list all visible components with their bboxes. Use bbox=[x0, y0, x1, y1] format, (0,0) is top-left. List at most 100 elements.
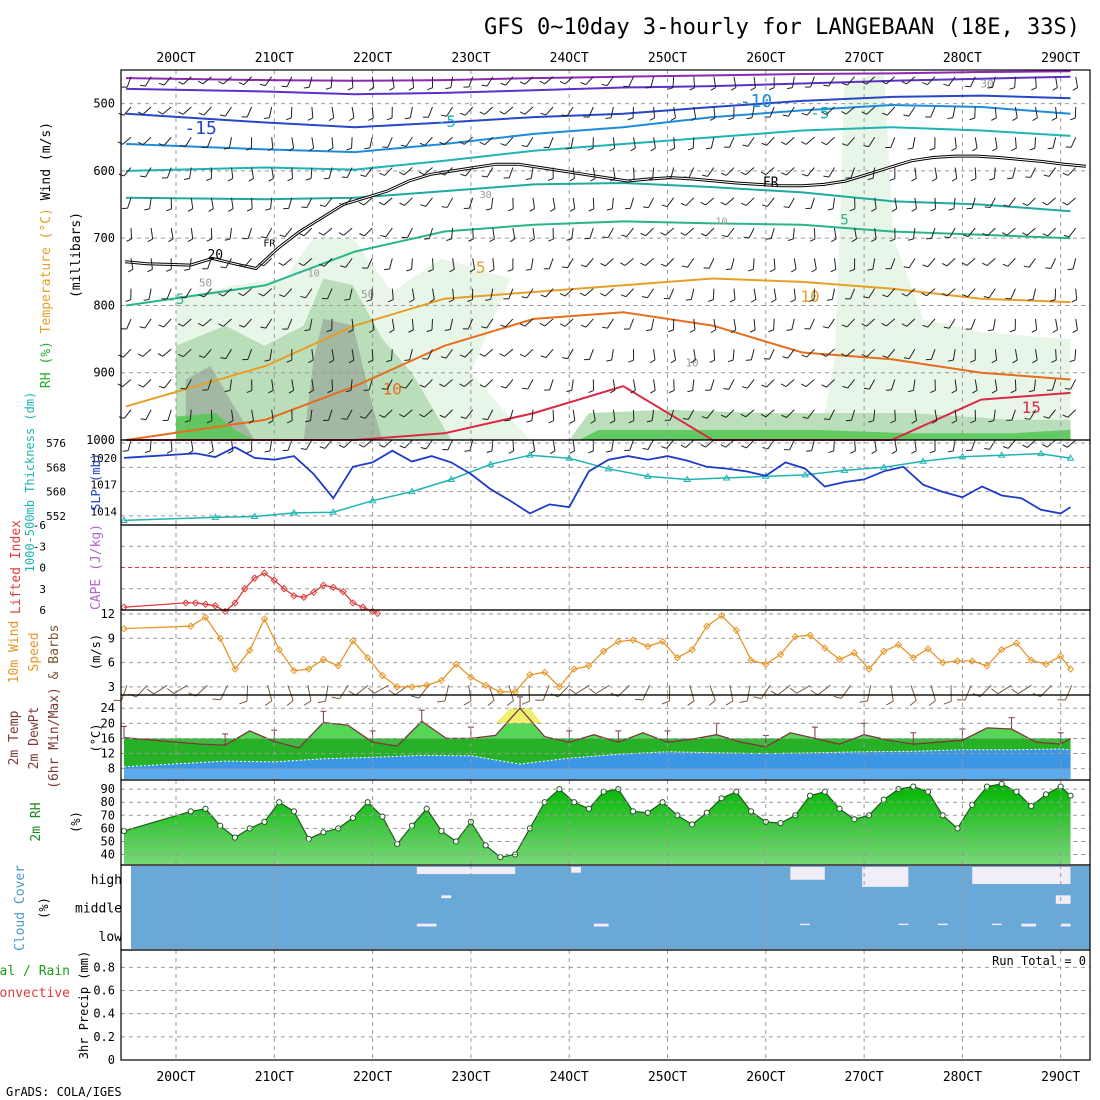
wind-speed-point bbox=[894, 641, 903, 649]
wind-barb bbox=[291, 379, 295, 391]
wind-barb-flag bbox=[341, 418, 347, 420]
wind-barb bbox=[688, 167, 695, 178]
wind-barb bbox=[564, 76, 574, 85]
wind-barb-flag bbox=[206, 178, 212, 181]
thickness-point bbox=[329, 508, 338, 515]
wind-barb-flag bbox=[304, 329, 310, 332]
wind-barb bbox=[894, 197, 898, 209]
wind-barb-flag bbox=[668, 389, 675, 394]
surface-wind-barb bbox=[287, 685, 294, 701]
thickness-point bbox=[525, 451, 534, 458]
isotherm-line bbox=[125, 277, 1071, 408]
wind-barb-flag bbox=[841, 110, 847, 115]
wind-barb bbox=[1075, 76, 1079, 88]
wind-barb-flag bbox=[562, 266, 568, 269]
wind-barb bbox=[792, 228, 795, 240]
wind-barb-flag bbox=[227, 178, 234, 182]
wind-barb-flag bbox=[700, 201, 706, 206]
wind-speed-point bbox=[732, 626, 741, 634]
wind-barb-flag bbox=[620, 294, 627, 298]
wind-speed-point bbox=[850, 649, 858, 657]
wind-barb-flag bbox=[881, 80, 887, 85]
wind-barb-flag bbox=[931, 177, 938, 182]
wind-barb bbox=[592, 197, 595, 209]
wind-barb-flag bbox=[661, 446, 667, 449]
wind-barb-flag bbox=[800, 141, 807, 145]
wind-barb-flag bbox=[479, 111, 485, 115]
wind-barb-flag bbox=[264, 359, 271, 362]
wind-barb-flag bbox=[690, 117, 696, 122]
wind-speed-point bbox=[791, 633, 799, 641]
surface-wind-barb bbox=[220, 685, 228, 700]
surface-wind-barb-flag bbox=[589, 688, 597, 695]
wind-barb-flag bbox=[682, 418, 689, 420]
wind-barb bbox=[363, 439, 373, 448]
temperature-tick-label: 8 bbox=[108, 762, 115, 776]
wind-barb bbox=[805, 379, 815, 387]
wind-speed-point bbox=[526, 671, 534, 679]
wind-barb-flag bbox=[861, 81, 867, 85]
wind-barb-flag bbox=[263, 117, 270, 120]
wind-speed-point bbox=[585, 662, 593, 670]
wind-barb-flag bbox=[1042, 233, 1049, 237]
wind-barb-flag bbox=[661, 204, 668, 208]
wind-barb bbox=[807, 409, 815, 419]
surface-wind-barb bbox=[642, 685, 651, 701]
wind-barb bbox=[189, 409, 192, 421]
wind-barb bbox=[247, 349, 253, 360]
wind-barb-flag bbox=[951, 177, 958, 182]
cloud-row-label: high bbox=[91, 873, 122, 888]
thickness-point bbox=[919, 457, 927, 464]
wind-barb-flag bbox=[328, 359, 335, 364]
cloud-clear-cell bbox=[862, 867, 909, 887]
wind-barb bbox=[854, 228, 857, 240]
wind-barb-flag bbox=[328, 117, 335, 122]
contour-label: 5 bbox=[840, 213, 848, 229]
wind-barb bbox=[1046, 197, 1056, 206]
wind-barb-flag bbox=[628, 420, 634, 424]
wind-barb bbox=[349, 288, 353, 300]
wind-barb-flag bbox=[649, 117, 655, 121]
wind-barb-flag bbox=[178, 81, 184, 85]
wind-barb bbox=[484, 136, 494, 146]
surface-wind-barb bbox=[930, 685, 936, 701]
surface-wind-barb-flag bbox=[725, 700, 734, 706]
wind-barb-flag bbox=[730, 329, 737, 333]
wind-barb-flag bbox=[1070, 117, 1076, 121]
wind-speed-point bbox=[452, 660, 460, 668]
wind-barb bbox=[391, 76, 395, 88]
wind-barb-flag bbox=[386, 359, 392, 363]
wind-barb-flag bbox=[947, 450, 954, 453]
wind-barb bbox=[708, 258, 715, 269]
wind-barb bbox=[251, 197, 253, 209]
wind-barb bbox=[673, 379, 675, 391]
slp-tick-label: 1020 bbox=[91, 452, 118, 465]
temperature-ylabel-unit: (°C) bbox=[89, 724, 103, 753]
surface-wind-barb bbox=[910, 685, 917, 701]
wind-barb-flag bbox=[863, 145, 869, 148]
wind-barb-flag bbox=[386, 117, 393, 121]
upper-air-ylabel: RH (%) Temperature (°C) Wind (m/s) bbox=[39, 122, 54, 388]
wind-barb bbox=[970, 318, 976, 330]
wind-barb bbox=[163, 76, 172, 86]
wind-barb bbox=[311, 349, 314, 361]
wind-barb bbox=[290, 106, 293, 119]
wind-barb bbox=[628, 318, 634, 330]
wind-barb-flag bbox=[258, 263, 264, 267]
cape-ylabel: CAPE (J/kg) bbox=[89, 524, 104, 610]
wind-barb bbox=[184, 137, 192, 147]
isotherm-line bbox=[125, 103, 1071, 154]
wind-barb bbox=[486, 76, 494, 87]
surface-wind-barb bbox=[997, 684, 1012, 695]
wind-barb-flag bbox=[184, 268, 190, 271]
wind-barb bbox=[813, 258, 817, 270]
surface-wind-barb-flag bbox=[1011, 688, 1019, 695]
wind-barb bbox=[846, 136, 855, 146]
wind-barb-flag bbox=[728, 117, 734, 121]
wind-barb bbox=[163, 136, 172, 146]
rh2m-point bbox=[1028, 803, 1035, 810]
wind-barb-flag bbox=[482, 418, 488, 420]
rh2m-point bbox=[423, 805, 430, 812]
wind-barb-flag bbox=[742, 144, 748, 147]
wind-barb bbox=[811, 439, 815, 451]
